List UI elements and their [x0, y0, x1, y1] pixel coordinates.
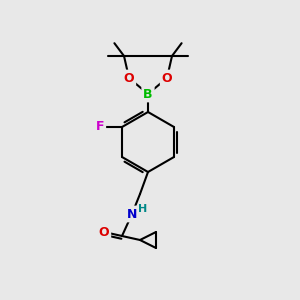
- Text: N: N: [127, 208, 137, 220]
- Text: O: O: [124, 71, 134, 85]
- Text: B: B: [143, 88, 153, 100]
- Text: O: O: [99, 226, 109, 238]
- Text: F: F: [96, 121, 104, 134]
- Text: H: H: [138, 204, 148, 214]
- Text: O: O: [162, 71, 172, 85]
